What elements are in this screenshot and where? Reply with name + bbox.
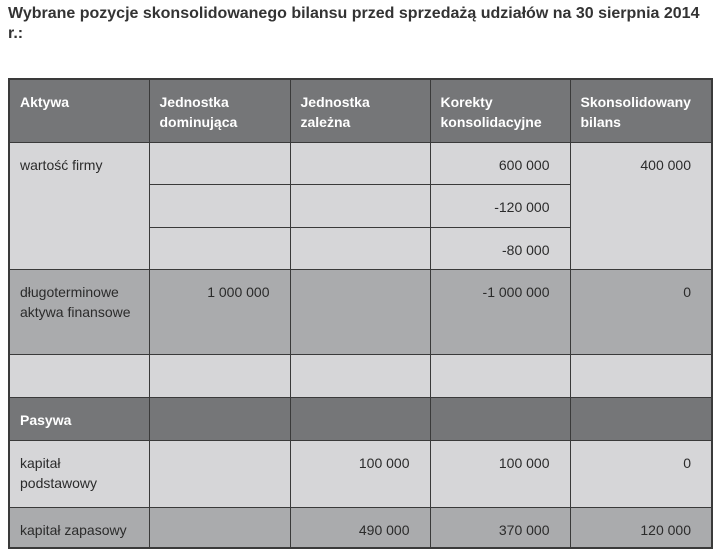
cell: -80 000 — [429, 226, 571, 270]
document-title: Wybrane pozycje skonsolidowanego bilansu… — [8, 5, 700, 42]
section-label: Pasywa — [8, 396, 150, 441]
cell: 0 — [569, 268, 713, 355]
row-label: długoterminowe aktywa finansowe — [8, 268, 150, 355]
cell: 100 000 — [429, 439, 571, 508]
cell: 100 000 — [289, 439, 431, 508]
cell: 490 000 — [289, 506, 431, 549]
table-row: wartość firmy 600 000 400 000 — [8, 141, 713, 270]
table-row: -80 000 — [9, 226, 712, 270]
header-assets: Aktywa — [8, 78, 150, 143]
header-corrections: Korekty konsolidacyjne — [429, 78, 571, 143]
cell: 1 000 000 — [148, 268, 291, 355]
header-parent: Jednostka dominująca — [148, 78, 291, 143]
consolidated-balance-table: Aktywa Jednostka dominująca Jednostka za… — [8, 78, 713, 549]
cell: 120 000 — [569, 506, 713, 549]
header-subsidiary: Jednostka zależna — [289, 78, 431, 143]
table-row: kapitał zapasowy 490 000 370 000 120 000 — [8, 506, 713, 549]
cell: 400 000 — [569, 141, 713, 270]
table-header: Aktywa Jednostka dominująca Jednostka za… — [8, 78, 713, 143]
cell: -120 000 — [429, 183, 571, 228]
table-row-empty — [8, 353, 713, 398]
header-consolidated: Skonsolidowany bilans — [569, 78, 713, 143]
table-row: długoterminowe aktywa finansowe 1 000 00… — [8, 268, 713, 355]
cell: -1 000 000 — [429, 268, 571, 355]
row-label: kapitał podstawowy — [8, 439, 150, 508]
table-row: kapitał podstawowy 100 000 100 000 0 — [8, 439, 713, 508]
cell: 600 000 — [429, 141, 571, 185]
section-row: Pasywa — [8, 396, 713, 441]
cell: 0 — [569, 439, 713, 508]
cell: 370 000 — [429, 506, 571, 549]
row-label: wartość firmy — [8, 141, 150, 270]
row-label: kapitał zapasowy — [8, 506, 150, 549]
